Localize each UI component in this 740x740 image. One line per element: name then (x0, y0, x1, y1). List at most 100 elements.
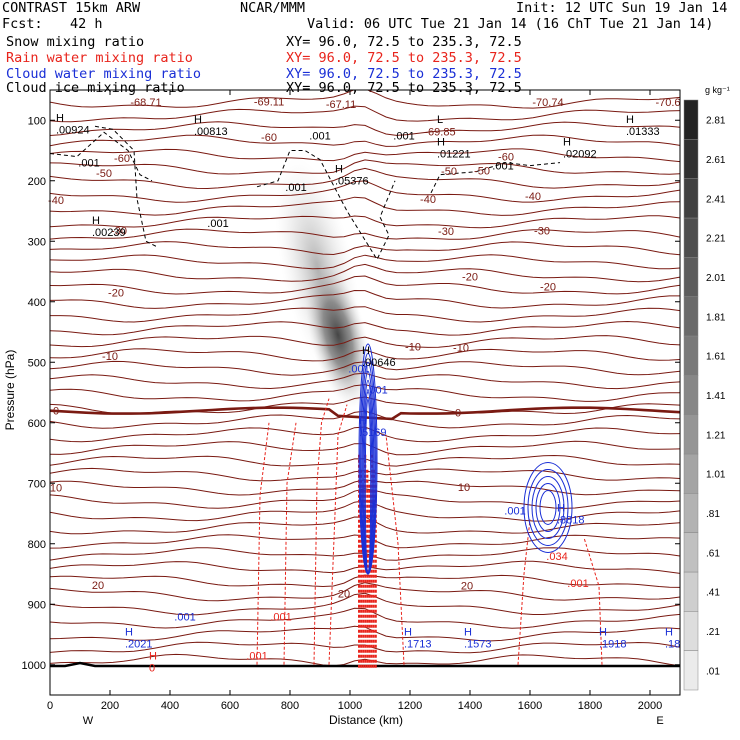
rain-contour-2 (313, 398, 330, 665)
colorbar-swatch-6 (683, 414, 699, 455)
x-east-label: E (656, 715, 663, 727)
extremum-value-8: .00646 (362, 357, 396, 369)
colorbar-swatch-5 (683, 453, 699, 494)
extremum-kind-13: H (464, 627, 472, 639)
cloud-east-ring-1 (527, 468, 569, 546)
temp-label-26: 10 (50, 482, 62, 494)
extremum-kind-3: H (335, 164, 343, 176)
temp-label-3: -70.74 (532, 97, 563, 109)
colorbar-swatch-9 (683, 296, 699, 337)
temp-label-4: -70.6 (655, 97, 680, 109)
extremum-value-2: .00239 (92, 227, 126, 239)
fcst-label: Fcst: (2, 16, 43, 32)
extremum-value-9: .5169 (359, 427, 387, 439)
mixing-ratio-label-10: .034 (546, 551, 567, 563)
extremum-kind-11: H (125, 627, 133, 639)
x-tick-label-4: 800 (281, 700, 299, 712)
extremum-kind-1: H (194, 114, 202, 126)
extremum-value-3: .05376 (335, 176, 369, 188)
rain-contour-5 (517, 519, 531, 665)
temp-label-24: 0 (53, 406, 59, 418)
cloud-east-ring-4 (539, 489, 557, 525)
x-axis-title: Distance (km) (329, 713, 403, 727)
colorbar-swatch-4 (683, 493, 699, 533)
temperature-contour-6 (50, 167, 680, 190)
mixing-ratio-label-5: .001 (492, 161, 513, 173)
temp-label-1: -69.11 (254, 96, 284, 108)
ice-contour-3 (430, 162, 561, 194)
model-title: CONTRAST 15km ARW (2, 0, 141, 16)
temperature-contour-10 (50, 228, 680, 240)
extremum-kind-0: H (56, 112, 64, 124)
mixing-ratio-label-1: .001 (78, 158, 99, 170)
temperature-contour-39 (50, 607, 680, 629)
colorbar-swatch-11 (683, 217, 699, 258)
y-tick-label-7: 800 (28, 539, 46, 551)
cloud-east-ring-2 (531, 475, 565, 539)
extremum-value-7: .01333 (626, 126, 660, 138)
legend-cloudwater-name: Cloud water mixing ratio (6, 66, 202, 82)
temp-label-7: -60 (114, 153, 130, 165)
temp-label-17: -30 (534, 225, 550, 237)
colorbar-swatch-10 (683, 257, 699, 297)
extremum-value-11: .2021 (125, 639, 153, 651)
temp-label-21: -10 (102, 351, 118, 363)
x-tick-label-1: 200 (101, 700, 119, 712)
temp-label-10: -50 (441, 166, 457, 178)
temp-label-15: -30 (111, 225, 127, 237)
legend-rain-name: Rain water mixing ratio (6, 50, 193, 66)
extremum-kind-9: H (359, 415, 367, 427)
temp-label-29: 20 (461, 580, 473, 592)
ice-contour-0 (50, 131, 153, 182)
temp-label-23: -10 (453, 343, 469, 355)
mixing-ratio-label-13: .001 (246, 651, 267, 663)
rain-contour-1 (283, 422, 297, 665)
mixing-ratio-label-4: .001 (393, 130, 414, 142)
mixing-ratio-label-8: .001 (504, 505, 525, 517)
x-tick-label-2: 400 (161, 700, 179, 712)
temp-label-13: -40 (420, 194, 436, 206)
temperature-contour-1 (50, 105, 680, 123)
extremum-value-5: .01221 (437, 148, 471, 160)
axes: 0 200 400 600 800 1000 1200 1400 1600 1800 2000100… (22, 90, 680, 712)
temp-label-22: -10 (405, 342, 421, 354)
temp-label-16: -30 (438, 226, 454, 238)
plot-frame (49, 89, 681, 696)
temp-label-6: -60 (261, 132, 277, 144)
extremum-value-14: .1918 (599, 639, 627, 651)
cloud-east-ring-3 (535, 482, 561, 532)
colorbar-label-2: .41 (706, 588, 720, 599)
y-tick-label-5: 600 (28, 418, 46, 430)
mixing-ratio-label-3: .001 (207, 218, 228, 230)
temperature-contour-13 (50, 263, 680, 283)
x-west-label: W (83, 715, 94, 727)
rain-contour-4 (385, 434, 405, 665)
y-tick-label-4: 500 (28, 357, 46, 369)
x-tick-label-3: 600 (221, 700, 239, 712)
y-tick-label-2: 300 (28, 236, 46, 248)
cloud-east-ring-0 (523, 461, 573, 553)
colorbar-label-5: 1.01 (706, 470, 726, 481)
rain-contour-3 (328, 404, 348, 665)
colorbar-label-12: 2.41 (706, 194, 726, 205)
extremum-kind-4: L (437, 114, 443, 126)
cloud-core-ring-6 (364, 398, 372, 575)
extremum-value-10: .8818 (557, 515, 585, 527)
temp-label-19: -20 (462, 271, 478, 283)
mixing-ratio-label-12: .001 (270, 611, 291, 623)
y-tick-label-6: 700 (28, 478, 46, 490)
x-tick-label-9: 1800 (578, 700, 602, 712)
colorbar-label-1: .21 (706, 627, 720, 638)
y-tick-label-9: 1000 (22, 660, 46, 672)
colorbar-label-0: .01 (706, 666, 720, 677)
temperature-contour-7 (50, 180, 680, 203)
extremum-kind-16: H (149, 651, 157, 663)
x-tick-label-0: 0 (47, 700, 53, 712)
valid-time: Valid: 06 UTC Tue 21 Jan 14 (16 ChT Tue … (307, 16, 714, 32)
temperature-contour-17 (50, 320, 680, 336)
colorbar-label-7: 1.41 (706, 391, 726, 402)
extremum-kind-12: H (404, 627, 412, 639)
extremum-kind-5: H (437, 136, 445, 148)
init-time: Init: 12 UTC Sun 19 Jan 14 (516, 0, 728, 16)
